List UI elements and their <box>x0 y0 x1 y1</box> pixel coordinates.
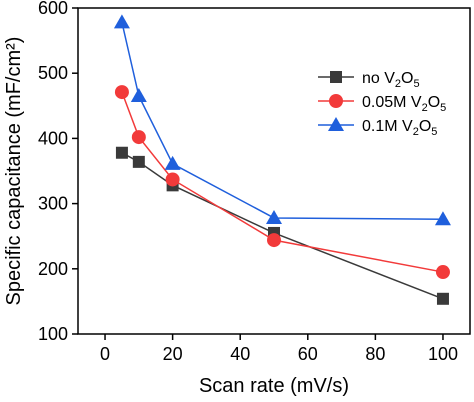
legend-marker <box>329 94 343 108</box>
y-tick-label: 200 <box>38 259 68 279</box>
x-tick-label: 80 <box>365 344 385 364</box>
y-tick-label: 400 <box>38 128 68 148</box>
x-tick-label: 100 <box>428 344 458 364</box>
legend-label-part: 5 <box>440 102 446 114</box>
legend-label-part: 2 <box>422 102 428 114</box>
legend-label: no V2O5 <box>362 70 420 90</box>
legend-label-part: O <box>428 94 440 111</box>
plot-frame <box>77 7 471 335</box>
data-point <box>435 265 450 280</box>
data-point <box>130 88 147 103</box>
legend-label-part: 5 <box>431 126 437 138</box>
data-point <box>434 211 451 226</box>
legend-label-part: 0.1M V <box>362 118 413 135</box>
legend-label-part: 2 <box>413 126 419 138</box>
legend-label-part: O <box>419 118 431 135</box>
legend-item: 0.05M V2O5 <box>318 94 446 114</box>
x-tick-label: 0 <box>100 344 110 364</box>
legend-marker <box>328 117 344 131</box>
data-point <box>131 130 146 145</box>
series-2 <box>113 14 451 226</box>
legend-label-part: 2 <box>395 78 401 90</box>
legend-label: 0.1M V2O5 <box>362 118 437 138</box>
x-tick-label: 40 <box>230 344 250 364</box>
y-tick-label: 500 <box>38 63 68 83</box>
legend-label-part: no V <box>362 70 395 87</box>
data-point <box>165 172 180 187</box>
y-tick-label: 600 <box>38 0 68 18</box>
plot-series-layer <box>113 14 451 305</box>
y-tick-label: 300 <box>38 194 68 214</box>
x-axis-title: Scan rate (mV/s) <box>199 375 349 397</box>
legend-item: 0.1M V2O5 <box>318 117 437 138</box>
legend-label-part: O <box>401 70 413 87</box>
data-point <box>266 209 282 224</box>
legend-label: 0.05M V2O5 <box>362 94 446 114</box>
data-point <box>114 85 129 100</box>
y-axis-title: Specific capacitance (mF/cm²) <box>3 37 25 306</box>
data-point <box>267 233 281 248</box>
legend-label-part: 0.05M V <box>362 94 422 111</box>
data-point <box>113 14 130 29</box>
legend-marker <box>330 71 342 83</box>
x-tick-label: 20 <box>163 344 183 364</box>
axis-ticks-layer: 0 20 40 60 80 100 100 200 300 400 500 600 <box>38 0 458 364</box>
y-tick-label: 100 <box>38 324 68 344</box>
data-point <box>132 155 145 168</box>
data-point <box>436 292 449 305</box>
series-1 <box>114 85 450 280</box>
x-tick-label: 60 <box>298 344 318 364</box>
data-point <box>164 155 181 170</box>
legend-item: no V2O5 <box>318 70 420 90</box>
data-point <box>115 146 128 159</box>
legend-label-part: 5 <box>414 78 420 90</box>
